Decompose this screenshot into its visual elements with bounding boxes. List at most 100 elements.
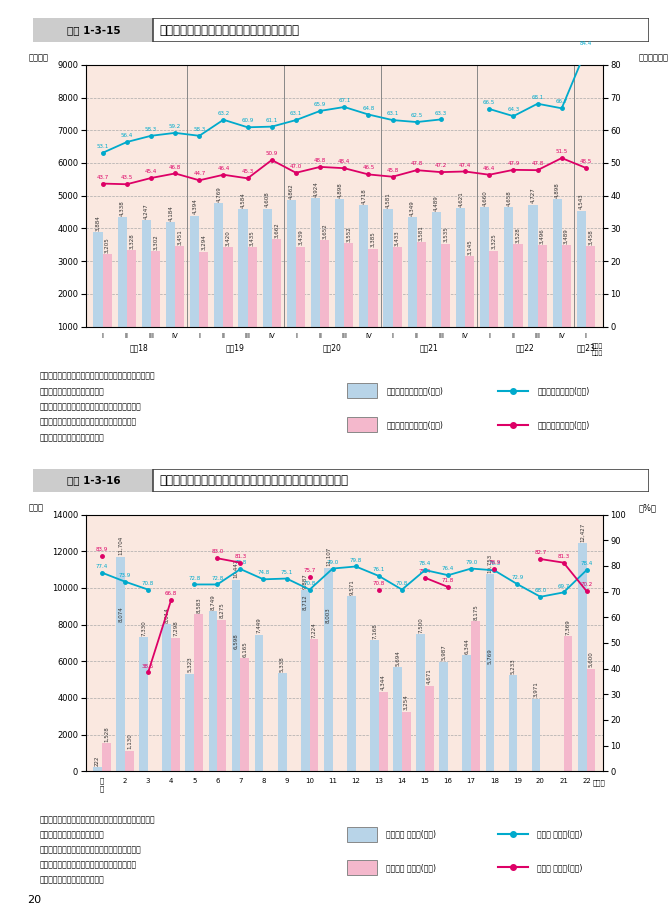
Text: 4,338: 4,338	[120, 201, 124, 216]
Text: 5,769: 5,769	[488, 649, 492, 664]
Text: 5,338: 5,338	[280, 657, 285, 672]
Text: 74.8: 74.8	[258, 571, 270, 575]
Text: 84.4: 84.4	[580, 41, 592, 47]
Text: （%）: （%）	[639, 503, 657, 512]
Text: 72.8: 72.8	[188, 575, 201, 581]
Text: 首都圏・近畿圏のマンションの供給在庫戸数と契約率の推移: 首都圏・近畿圏のマンションの供給在庫戸数と契約率の推移	[160, 474, 349, 487]
Text: 43.7: 43.7	[96, 175, 109, 180]
Text: 4,184: 4,184	[168, 205, 173, 221]
Bar	[310, 638, 318, 771]
Text: 注：地域区分は以下のとおり。: 注：地域区分は以下のとおり。	[39, 387, 104, 396]
Text: 62.5: 62.5	[411, 113, 423, 118]
Bar	[287, 201, 296, 359]
Text: 222: 222	[95, 756, 100, 766]
Bar	[529, 204, 537, 359]
Text: 70.8: 70.8	[396, 581, 408, 585]
Text: 注：地域区分は以下のとおり。: 注：地域区分は以下のとおり。	[39, 831, 104, 839]
Bar	[296, 246, 305, 359]
Text: 4,898: 4,898	[337, 182, 342, 198]
Text: 38.5: 38.5	[142, 664, 155, 669]
Text: 68.1: 68.1	[531, 94, 544, 100]
Text: 9,571: 9,571	[349, 579, 354, 594]
Bar	[393, 667, 402, 771]
Text: 5,600: 5,600	[589, 651, 593, 668]
Text: 3,145: 3,145	[467, 239, 472, 256]
Text: 4,543: 4,543	[579, 193, 584, 210]
Text: 47.8: 47.8	[411, 161, 423, 166]
Text: 3,884: 3,884	[96, 215, 100, 231]
Bar	[301, 612, 310, 771]
Text: 3,496: 3,496	[540, 228, 545, 244]
Text: 3,294: 3,294	[201, 234, 207, 250]
Text: 46.4: 46.4	[217, 166, 229, 170]
Text: 5,233: 5,233	[510, 659, 516, 674]
Bar	[263, 209, 272, 359]
Text: 4,898: 4,898	[555, 182, 559, 198]
Bar	[379, 692, 387, 771]
Bar	[345, 243, 353, 359]
Text: 6,598: 6,598	[233, 633, 239, 649]
Bar	[166, 223, 175, 359]
Text: 83.0: 83.0	[211, 550, 223, 554]
Text: 72.8: 72.8	[211, 575, 223, 581]
Text: 45.3: 45.3	[242, 169, 254, 174]
Text: 47.8: 47.8	[531, 161, 544, 166]
Bar	[175, 246, 185, 359]
Text: 64.3: 64.3	[507, 107, 520, 113]
Text: 81.3: 81.3	[234, 554, 247, 559]
Bar	[151, 251, 160, 359]
Text: 70.2: 70.2	[581, 583, 593, 587]
Text: 5,987: 5,987	[442, 645, 446, 660]
Bar	[102, 255, 112, 359]
Text: 72.9: 72.9	[511, 575, 524, 581]
Bar	[416, 634, 425, 771]
Text: 44.7: 44.7	[193, 171, 205, 177]
Bar	[577, 211, 586, 359]
Text: （年）: （年）	[592, 779, 605, 786]
Bar	[127, 250, 136, 359]
Text: 3,581: 3,581	[419, 225, 424, 241]
Text: 79.0: 79.0	[465, 560, 478, 564]
Text: 66.8: 66.8	[165, 591, 177, 596]
Text: 51.5: 51.5	[555, 149, 568, 154]
Text: 近畿圏：滋賀県、京都府、大阪府、兵庫県、: 近畿圏：滋賀県、京都府、大阪府、兵庫県、	[39, 418, 136, 427]
Bar	[553, 199, 562, 359]
Text: 8,074: 8,074	[118, 606, 123, 622]
Bar	[335, 199, 345, 359]
Bar	[578, 543, 587, 771]
Text: 首都圏：東京都、神奈川県、埼玉県、千葉県。: 首都圏：東京都、神奈川県、埼玉県、千葉県。	[39, 845, 141, 855]
Text: 3,662: 3,662	[274, 223, 279, 238]
Text: 67.1: 67.1	[338, 98, 351, 104]
Text: 4,344: 4,344	[381, 675, 386, 691]
Text: 3,451: 3,451	[177, 229, 182, 245]
Text: 平成18: 平成18	[130, 344, 149, 353]
Text: （期）
（年）: （期） （年）	[591, 344, 603, 355]
Text: 58.3: 58.3	[193, 127, 205, 132]
Bar	[125, 750, 134, 771]
Bar	[489, 251, 498, 359]
Bar	[508, 675, 517, 771]
Text: 78.4: 78.4	[581, 562, 593, 566]
Text: 6,344: 6,344	[464, 638, 470, 654]
Text: 47.0: 47.0	[290, 164, 302, 169]
Text: 76.1: 76.1	[373, 567, 385, 572]
Text: 3,971: 3,971	[534, 682, 539, 697]
Bar	[369, 248, 377, 359]
Bar	[118, 217, 127, 359]
Text: 75.1: 75.1	[280, 570, 293, 574]
Text: 近畿圏（平均価格）(左軸): 近畿圏（平均価格）(左軸)	[387, 420, 444, 429]
Text: 65.9: 65.9	[314, 102, 326, 107]
Text: 11,107: 11,107	[326, 547, 331, 566]
Bar	[238, 210, 248, 359]
Bar	[441, 244, 450, 359]
Bar	[214, 203, 223, 359]
Bar	[425, 686, 434, 771]
Bar	[324, 625, 332, 771]
Text: 資料：㈱不動産経済研究所「全国マンション市場動向」: 資料：㈱不動産経済研究所「全国マンション市場動向」	[39, 815, 155, 824]
Bar	[311, 198, 320, 359]
Text: 4,349: 4,349	[409, 200, 415, 215]
Bar	[231, 650, 240, 771]
Text: 7,500: 7,500	[418, 616, 423, 633]
Text: 4,489: 4,489	[434, 195, 439, 211]
Text: 8,175: 8,175	[473, 605, 478, 620]
